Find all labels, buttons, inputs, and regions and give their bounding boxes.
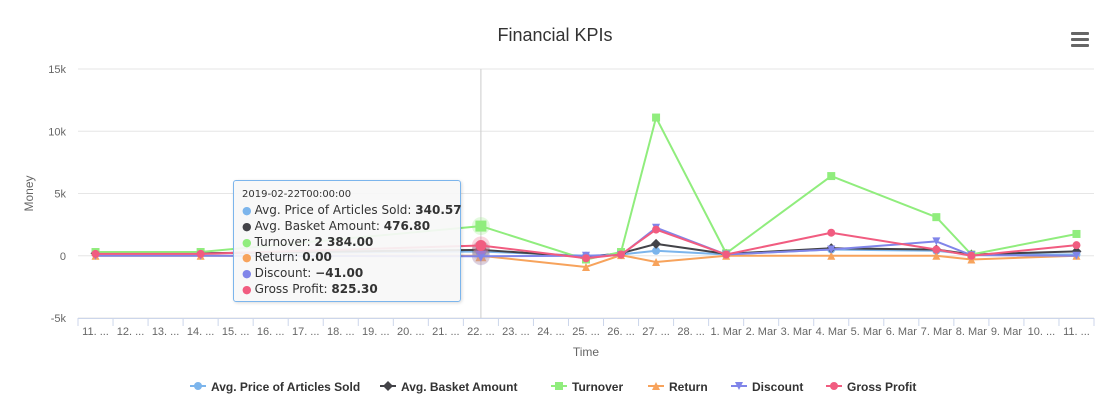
data-point-return [652, 257, 661, 266]
y-tick-label: 15k [48, 64, 66, 76]
tooltip-row-avg-price: ● Avg. Price of Articles Sold: 340.57 [242, 203, 462, 217]
legend-label: Turnover [572, 380, 623, 394]
x-tick-label: 2. Mar [746, 326, 778, 338]
data-point-return [582, 262, 590, 271]
data-point-gross-profit [967, 251, 976, 260]
legend-item-gross-profit[interactable]: Gross Profit [826, 380, 916, 394]
data-point-discount [1072, 251, 1081, 260]
legend-marker [652, 382, 660, 390]
data-point-avg-basket-amount [651, 238, 662, 249]
tooltip-row-avg-basket: ● Avg. Basket Amount: 476.80 [242, 218, 431, 233]
data-point-gross-profit [827, 228, 836, 237]
y-tick-label: 5k [54, 189, 66, 201]
x-tick-label: 16. ... [257, 326, 285, 338]
tooltip-row-turnover: ● Turnover: 2 384.00 [242, 234, 374, 249]
x-tick-label: 1. Mar [711, 326, 743, 338]
x-tick-label: 22. ... [467, 326, 495, 338]
x-tick-label: 20. ... [397, 326, 425, 338]
x-axis-title: Time [573, 345, 600, 359]
context-menu-icon[interactable] [1068, 30, 1092, 50]
data-point-gross-profit [1072, 241, 1081, 250]
x-tick-label: 15. ... [222, 326, 250, 338]
data-tooltip: 2019-02-22T00:00:00 ● Avg. Price of Artic… [233, 180, 462, 302]
data-point-turnover [932, 213, 941, 222]
x-tick-label: 18. ... [327, 326, 355, 338]
data-point-turnover [827, 172, 836, 181]
x-tick-label: 7. Mar [921, 326, 953, 338]
x-tick-label: 19. ... [362, 326, 390, 338]
x-tick-label: 12. ... [117, 326, 145, 338]
x-tick-label: 13. ... [152, 326, 180, 338]
data-point-discount [475, 250, 487, 262]
x-tick-label: 23. ... [502, 326, 530, 338]
data-point-turnover [652, 113, 661, 122]
legend-label: Gross Profit [847, 380, 916, 394]
x-tick-label: 10. ... [1028, 326, 1056, 338]
x-tick-label: 17. ... [292, 326, 320, 338]
data-point-gross-profit [475, 239, 487, 251]
tooltip-row-discount: ● Discount: −41.00 [242, 266, 364, 281]
x-tick-label: 25. ... [572, 326, 600, 338]
data-point-discount [932, 237, 941, 246]
y-tick-label: 10k [48, 126, 66, 138]
data-point-return [827, 251, 836, 260]
legend-marker [555, 382, 563, 390]
data-point-discount [827, 245, 836, 254]
x-tick-label: 3. Mar [781, 326, 813, 338]
data-point-gross-profit [582, 254, 590, 263]
data-point-gross-profit [91, 249, 100, 258]
legend-label: Discount [752, 380, 803, 394]
data-point-return [932, 251, 941, 260]
tooltip-header: 2019-02-22T00:00:00 [242, 189, 352, 200]
y-axis-title: Money [22, 175, 36, 211]
legend-marker [194, 382, 202, 390]
x-tick-label: 6. Mar [886, 326, 918, 338]
data-point-turnover [475, 220, 487, 232]
x-tick-label: 24. ... [537, 326, 565, 338]
data-point-turnover [1072, 229, 1081, 238]
legend-marker [383, 381, 393, 391]
legend-label: Avg. Basket Amount [401, 380, 517, 394]
x-tick-label: 5. Mar [851, 326, 883, 338]
data-point-gross-profit [652, 225, 661, 234]
legend-marker [830, 382, 838, 390]
x-tick-label: 8. Mar [956, 326, 988, 338]
legend-item-avg-price-of-articles-sold[interactable]: Avg. Price of Articles Sold [190, 380, 360, 394]
y-tick-label: 0 [60, 251, 66, 263]
legend-label: Avg. Price of Articles Sold [211, 380, 360, 394]
chart-title: Financial KPIs [497, 25, 612, 45]
tooltip-row-gross-profit: ● Gross Profit: 825.30 [242, 281, 378, 296]
legend-label: Return [669, 380, 708, 394]
x-tick-label: 27. ... [642, 326, 670, 338]
x-tick-label: 9. Mar [991, 326, 1023, 338]
tooltip-row-return: ● Return: 0.00 [242, 250, 332, 265]
legend-item-avg-basket-amount[interactable]: Avg. Basket Amount [380, 380, 517, 394]
data-point-gross-profit [196, 249, 205, 258]
y-tick-label: -5k [51, 313, 67, 325]
data-point-gross-profit [617, 250, 626, 259]
x-tick-label: 28. ... [677, 326, 705, 338]
data-point-gross-profit [932, 245, 941, 254]
legend-marker [735, 382, 743, 390]
data-point-avg-price-of-articles-sold [652, 246, 661, 255]
x-tick-label: 14. ... [187, 326, 215, 338]
x-tick-label: 11. ... [82, 326, 109, 338]
x-tick-label: 26. ... [607, 326, 635, 338]
x-tick-label: 21. ... [432, 326, 460, 338]
x-tick-label: 4. Mar [816, 326, 848, 338]
data-point-gross-profit [722, 250, 731, 259]
x-tick-label: 11. ... [1063, 326, 1090, 338]
